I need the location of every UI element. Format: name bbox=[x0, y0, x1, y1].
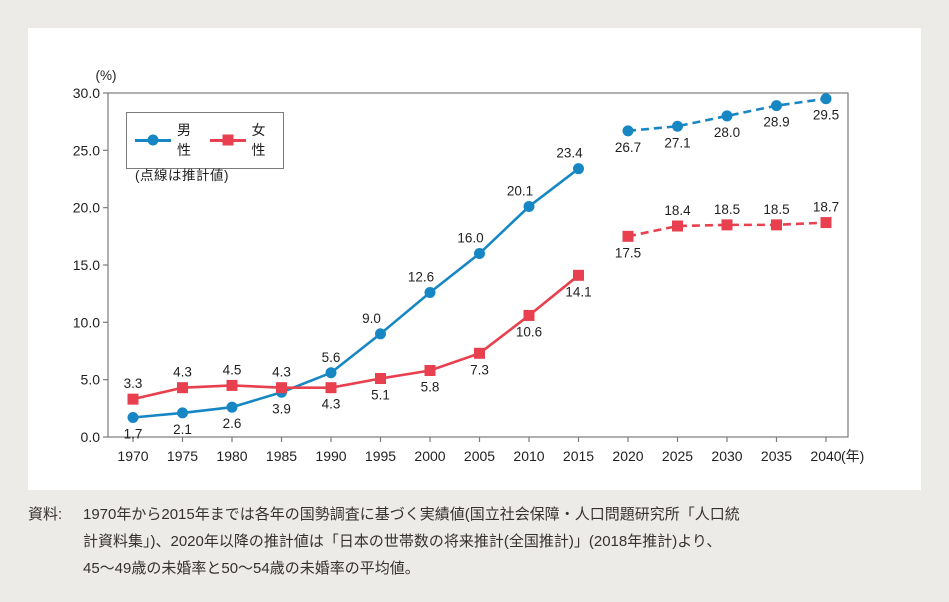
svg-text:10.0: 10.0 bbox=[73, 314, 100, 330]
svg-text:27.1: 27.1 bbox=[664, 135, 690, 150]
legend-item-male: 男性 bbox=[135, 120, 203, 160]
svg-text:29.5: 29.5 bbox=[813, 108, 839, 123]
legend-item-female: 女性 bbox=[209, 120, 278, 160]
circle-marker-icon bbox=[147, 134, 159, 146]
source-label: 資料: bbox=[28, 506, 63, 523]
svg-text:5.1: 5.1 bbox=[371, 388, 390, 403]
square-marker-icon bbox=[222, 134, 233, 146]
source-line-1: 1970年から2015年までは各年の国勢調査に基づく実績値(国立社会保障・人口問… bbox=[83, 506, 740, 523]
svg-text:2005: 2005 bbox=[464, 448, 495, 464]
svg-text:28.9: 28.9 bbox=[763, 115, 789, 130]
svg-text:4.5: 4.5 bbox=[223, 362, 242, 377]
svg-text:1995: 1995 bbox=[365, 448, 396, 464]
svg-text:5.8: 5.8 bbox=[421, 379, 440, 394]
svg-text:2040: 2040 bbox=[810, 448, 841, 464]
svg-text:1980: 1980 bbox=[216, 448, 247, 464]
svg-text:1990: 1990 bbox=[315, 448, 346, 464]
chart-legend: 男性 女性 (点線は推計値) bbox=[126, 112, 284, 183]
svg-text:2000: 2000 bbox=[414, 448, 445, 464]
legend-note: (点線は推計値) bbox=[135, 168, 229, 183]
svg-text:18.5: 18.5 bbox=[714, 202, 740, 217]
svg-text:2030: 2030 bbox=[711, 448, 742, 464]
svg-text:26.7: 26.7 bbox=[615, 140, 641, 155]
svg-text:7.3: 7.3 bbox=[470, 362, 489, 377]
svg-text:16.0: 16.0 bbox=[457, 231, 483, 246]
svg-text:5.6: 5.6 bbox=[322, 350, 341, 365]
svg-text:2015: 2015 bbox=[563, 448, 594, 464]
svg-text:2.6: 2.6 bbox=[223, 416, 242, 431]
svg-text:20.1: 20.1 bbox=[507, 184, 533, 199]
svg-text:4.3: 4.3 bbox=[322, 397, 341, 412]
female-line-square-marker-icon bbox=[209, 134, 246, 146]
svg-text:0.0: 0.0 bbox=[81, 429, 101, 445]
svg-text:15.0: 15.0 bbox=[73, 257, 100, 273]
svg-text:3.3: 3.3 bbox=[124, 376, 143, 391]
source-line: 資料: 1970年から2015年までは各年の国勢調査に基づく実績値(国立社会保障・… bbox=[28, 501, 928, 528]
svg-text:18.5: 18.5 bbox=[763, 202, 789, 217]
svg-text:17.5: 17.5 bbox=[615, 245, 641, 260]
svg-text:28.0: 28.0 bbox=[714, 125, 740, 140]
source-note: 資料: 1970年から2015年までは各年の国勢調査に基づく実績値(国立社会保障・… bbox=[28, 501, 928, 582]
svg-text:1975: 1975 bbox=[167, 448, 198, 464]
legend-label-female: 女性 bbox=[251, 122, 266, 158]
svg-text:4.3: 4.3 bbox=[173, 365, 192, 380]
svg-text:30.0: 30.0 bbox=[73, 85, 100, 101]
svg-text:20.0: 20.0 bbox=[73, 200, 100, 216]
legend-row: 男性 女性 bbox=[135, 120, 277, 160]
svg-text:1985: 1985 bbox=[266, 448, 297, 464]
svg-text:2020: 2020 bbox=[612, 448, 643, 464]
male-line-circle-marker-icon bbox=[135, 134, 171, 146]
svg-text:23.4: 23.4 bbox=[556, 146, 583, 161]
svg-text:2035: 2035 bbox=[761, 448, 792, 464]
chart-card: 0.0 5.0 10.0 15.0 20.0 25.0 30.0 1970 1975 1980 19… bbox=[28, 28, 921, 490]
svg-text:(%): (%) bbox=[96, 68, 117, 83]
svg-text:14.1: 14.1 bbox=[565, 284, 591, 299]
legend-label-male: 男性 bbox=[177, 122, 191, 158]
svg-text:12.6: 12.6 bbox=[408, 270, 434, 285]
svg-text:1.7: 1.7 bbox=[124, 427, 143, 442]
svg-text:3.9: 3.9 bbox=[272, 401, 291, 416]
svg-text:25.0: 25.0 bbox=[73, 142, 100, 158]
line-chart: 0.0 5.0 10.0 15.0 20.0 25.0 30.0 1970 1975 1980 19… bbox=[73, 68, 865, 464]
svg-text:9.0: 9.0 bbox=[362, 311, 381, 326]
svg-text:2.1: 2.1 bbox=[173, 422, 192, 437]
svg-text:2025: 2025 bbox=[662, 448, 693, 464]
svg-text:10.6: 10.6 bbox=[516, 324, 542, 339]
svg-text:1970: 1970 bbox=[117, 448, 148, 464]
svg-text:4.3: 4.3 bbox=[272, 365, 291, 380]
svg-text:18.7: 18.7 bbox=[813, 200, 839, 215]
svg-text:5.0: 5.0 bbox=[81, 372, 101, 388]
source-line-2: 計資料集」)、2020年以降の推計値は「日本の世帯数の将来推計(全国推計)」(2… bbox=[83, 533, 722, 550]
svg-text:18.4: 18.4 bbox=[664, 203, 691, 218]
svg-text:2010: 2010 bbox=[513, 448, 544, 464]
svg-text:(年): (年) bbox=[841, 448, 864, 464]
source-line-3: 45〜49歳の未婚率と50〜54歳の未婚率の平均値。 bbox=[83, 560, 420, 577]
